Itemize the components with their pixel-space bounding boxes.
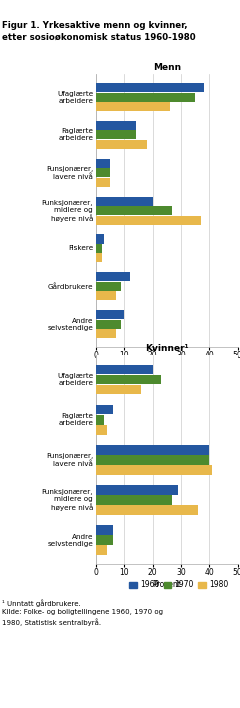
Bar xyxy=(96,425,107,435)
Bar xyxy=(96,310,124,319)
Bar xyxy=(96,506,198,515)
Bar xyxy=(96,234,104,244)
Bar xyxy=(96,206,173,215)
Legend: 1960, 1970, 1980: 1960, 1970, 1980 xyxy=(126,577,232,593)
Bar xyxy=(96,320,121,329)
Title: Menn: Menn xyxy=(153,63,181,72)
Bar xyxy=(96,405,113,414)
Bar xyxy=(96,545,107,555)
X-axis label: Prosent: Prosent xyxy=(152,581,181,589)
Bar xyxy=(96,178,110,187)
Bar xyxy=(96,291,116,300)
Bar xyxy=(96,465,212,474)
Bar xyxy=(96,169,110,177)
Bar xyxy=(96,455,209,464)
Bar xyxy=(96,102,170,111)
Bar xyxy=(96,244,102,253)
Bar xyxy=(96,525,113,535)
X-axis label: Prosent: Prosent xyxy=(152,363,181,372)
Bar xyxy=(96,329,116,338)
Bar xyxy=(96,83,204,92)
Bar xyxy=(96,485,178,495)
Bar xyxy=(96,445,209,455)
Text: Figur 1. Yrkesaktive menn og kvinner,
etter sosioøkonomisk status 1960-1980: Figur 1. Yrkesaktive menn og kvinner, et… xyxy=(2,21,196,42)
Bar xyxy=(96,253,102,263)
Bar xyxy=(96,495,173,505)
Bar xyxy=(96,535,113,545)
Bar xyxy=(96,415,104,425)
Bar xyxy=(96,130,136,139)
Bar xyxy=(96,375,161,384)
Bar xyxy=(96,365,153,375)
Title: Kvinner¹: Kvinner¹ xyxy=(145,344,189,353)
Bar xyxy=(96,140,147,149)
Bar xyxy=(96,159,110,168)
Bar xyxy=(96,282,121,291)
Bar xyxy=(96,384,141,394)
Bar xyxy=(96,121,136,130)
Bar xyxy=(96,215,201,224)
Text: ¹ Unntatt gårdbrukere.
Kilde: Folke- og boligtellingene 1960, 1970 og
1980, Stat: ¹ Unntatt gårdbrukere. Kilde: Folke- og … xyxy=(2,600,163,626)
Bar xyxy=(96,197,153,206)
Bar xyxy=(96,273,130,281)
Bar xyxy=(96,93,195,102)
